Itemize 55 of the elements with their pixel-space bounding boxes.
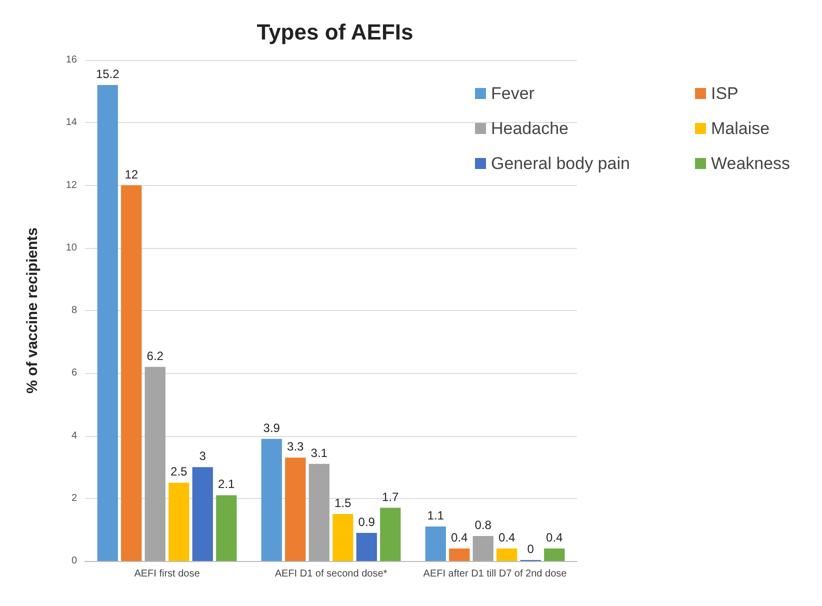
bar bbox=[380, 508, 401, 561]
data-label: 1.1 bbox=[427, 508, 444, 523]
legend-label: Malaise bbox=[711, 119, 770, 138]
x-tick-label: AEFI first dose bbox=[134, 568, 200, 580]
bar bbox=[449, 548, 470, 561]
data-label: 2.5 bbox=[170, 464, 188, 479]
y-tick-label: 8 bbox=[71, 305, 78, 316]
legend-label: Headache bbox=[491, 119, 569, 138]
bar bbox=[97, 85, 118, 561]
legend-label: Weakness bbox=[711, 154, 790, 173]
data-label: 12 bbox=[124, 167, 138, 182]
bar bbox=[285, 458, 306, 561]
bar bbox=[332, 514, 354, 561]
y-tick-label: 16 bbox=[66, 54, 78, 66]
data-label: 0.4 bbox=[451, 530, 468, 544]
legend-label: General body pain bbox=[491, 154, 630, 173]
y-tick-label: 2 bbox=[71, 492, 78, 504]
data-label: 6.2 bbox=[146, 348, 164, 363]
x-tick-label: AEFI after D1 till D7 of 2nd dose bbox=[423, 568, 568, 580]
bar bbox=[216, 495, 237, 561]
y-tick-label: 14 bbox=[66, 117, 78, 128]
bar bbox=[425, 526, 446, 561]
bar bbox=[168, 482, 190, 561]
chart-title: Types of AEFIs bbox=[256, 20, 414, 44]
data-label: 0.9 bbox=[358, 514, 376, 529]
data-label: 3.1 bbox=[310, 446, 328, 460]
data-label: 1.7 bbox=[382, 490, 400, 504]
data-label: 0 bbox=[527, 542, 534, 556]
data-label: 0.8 bbox=[474, 518, 492, 532]
data-label: 0.4 bbox=[546, 530, 564, 544]
bar bbox=[192, 467, 213, 561]
data-label: 3.3 bbox=[287, 440, 304, 454]
data-label: 3.9 bbox=[263, 420, 280, 435]
data-label: 1.5 bbox=[334, 496, 352, 510]
legend-label: ISP bbox=[711, 84, 738, 103]
legend-label: Fever bbox=[491, 84, 535, 103]
bar bbox=[144, 366, 166, 561]
y-tick-label: 0 bbox=[71, 556, 78, 566]
data-label: 0.4 bbox=[498, 530, 516, 544]
data-label: 15.2 bbox=[96, 67, 120, 82]
x-tick-label: AEFI D1 of second dose* bbox=[274, 568, 388, 580]
data-label: 2.1 bbox=[218, 477, 236, 492]
y-tick-label: 12 bbox=[66, 180, 78, 191]
bar bbox=[121, 185, 142, 561]
bar bbox=[356, 532, 377, 561]
y-axis-title: % of vaccine recipients bbox=[24, 228, 41, 394]
bar bbox=[261, 438, 282, 561]
data-label: 3 bbox=[199, 449, 206, 464]
bar bbox=[472, 536, 494, 561]
y-tick-label: 4 bbox=[71, 430, 78, 442]
bar bbox=[544, 548, 565, 561]
y-tick-label: 10 bbox=[66, 242, 78, 254]
bar bbox=[496, 548, 518, 561]
bar bbox=[308, 464, 330, 561]
y-tick-label: 6 bbox=[71, 368, 78, 379]
